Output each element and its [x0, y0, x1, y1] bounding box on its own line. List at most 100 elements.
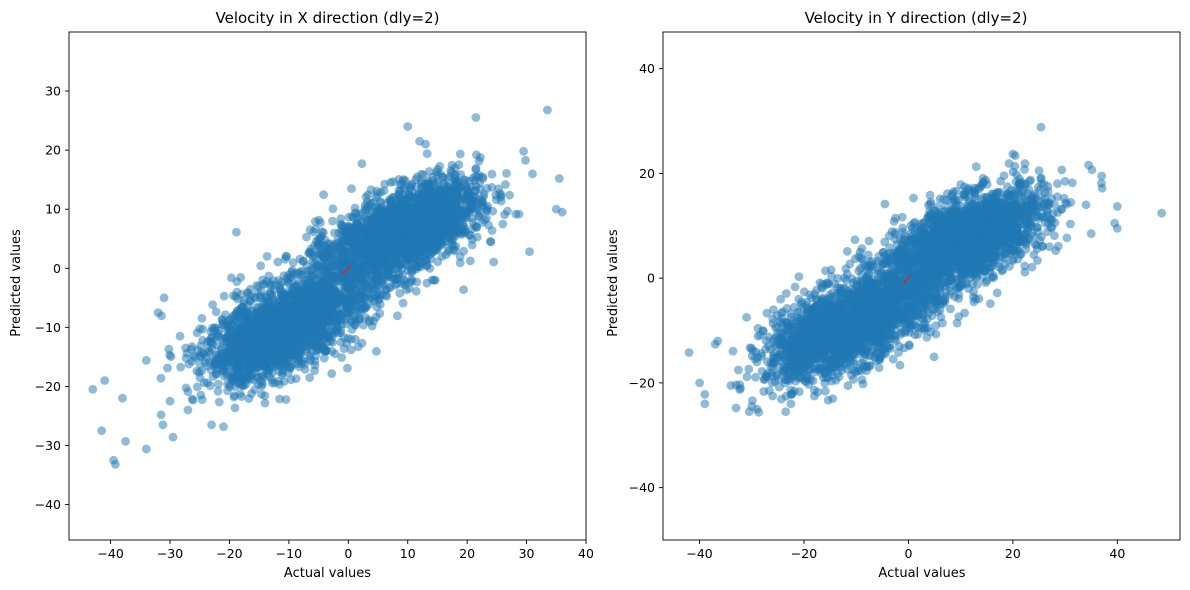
- scatter-point: [188, 395, 198, 405]
- y-tick-label: 30: [45, 84, 61, 99]
- scatter-point: [265, 325, 275, 335]
- scatter-point: [380, 179, 389, 189]
- scatter-point: [88, 385, 98, 394]
- scatter-point: [431, 224, 441, 233]
- scatter-point: [361, 313, 370, 322]
- scatter-point: [505, 190, 514, 200]
- scatter-point: [418, 243, 427, 253]
- scatter-point: [312, 249, 322, 259]
- scatter-point: [440, 199, 450, 209]
- scatter-point: [452, 215, 461, 225]
- scatter-point: [388, 259, 397, 269]
- scatter-point: [283, 353, 293, 363]
- scatter-point: [334, 238, 344, 247]
- scatter-point: [314, 215, 324, 225]
- y-tick-label: −20: [35, 379, 61, 394]
- scatter-point: [181, 383, 191, 393]
- scatter-point: [399, 175, 408, 184]
- scatter-point: [344, 304, 354, 314]
- scatter-point: [230, 382, 240, 391]
- scatter-point: [261, 279, 270, 289]
- scatter-point: [431, 233, 441, 243]
- scatter-point: [275, 394, 284, 404]
- scatter-point: [210, 323, 220, 333]
- scatter-point: [466, 203, 476, 213]
- y-tick-label: 0: [53, 261, 61, 276]
- scatter-point: [273, 257, 283, 267]
- scatter-point: [196, 390, 206, 400]
- scatter-point: [487, 169, 497, 179]
- scatter-point: [141, 444, 151, 454]
- scatter-point: [415, 190, 424, 200]
- scatter-point: [197, 313, 207, 323]
- scatter-point: [422, 149, 432, 159]
- scatter-point: [256, 261, 266, 271]
- x-tick-label: −20: [216, 546, 242, 561]
- scatter-point: [444, 228, 453, 238]
- scatter-point: [342, 230, 352, 240]
- scatter-point: [393, 311, 402, 321]
- subplot-velocity-x: Velocity in X direction (dly=2) Actual v…: [9, 9, 594, 581]
- scatter-point: [484, 220, 493, 230]
- scatter-point: [410, 220, 420, 230]
- scatter-point: [405, 193, 414, 203]
- scatter-point: [337, 353, 347, 362]
- scatter-point: [290, 305, 300, 314]
- scatter-point: [340, 252, 350, 262]
- scatter-point: [208, 372, 218, 381]
- scatter-point: [352, 263, 362, 273]
- scatter-point: [256, 287, 266, 296]
- scatter-point: [454, 225, 464, 235]
- scatter-point: [361, 205, 371, 215]
- scatter-point: [163, 363, 172, 373]
- scatter-point: [251, 363, 261, 373]
- scatter-point: [232, 227, 241, 237]
- y-axis-label: Predicted values: [9, 229, 24, 337]
- scatter-point: [324, 270, 333, 280]
- scatter-point: [357, 159, 367, 169]
- scatter-point: [274, 347, 284, 356]
- scatter-point: [208, 300, 218, 310]
- x-tick-label: −40: [97, 546, 123, 561]
- scatter-point: [290, 328, 300, 337]
- scatter-point: [521, 155, 530, 165]
- scatter-point: [279, 271, 289, 280]
- scatter-point: [168, 432, 178, 442]
- scatter-point: [377, 290, 387, 299]
- scatter-point: [280, 299, 290, 309]
- scatter-point: [240, 356, 250, 365]
- scatter-point: [197, 348, 206, 358]
- scatter-point: [260, 314, 269, 324]
- scatter-point: [159, 293, 169, 303]
- scatter-point: [412, 262, 421, 272]
- y-axis-label: Predicted values: [606, 229, 621, 337]
- scatter-point: [246, 284, 255, 294]
- scatter-point: [351, 209, 361, 219]
- scatter-point: [158, 420, 168, 430]
- scatter-point: [407, 181, 416, 190]
- scatter-point: [474, 156, 484, 166]
- scatter-point: [367, 321, 377, 331]
- scatter-point: [369, 213, 379, 223]
- scatter-point: [230, 360, 240, 369]
- x-tick-label: 40: [578, 546, 594, 561]
- scatter-point: [320, 290, 330, 300]
- x-tick-label: −10: [276, 546, 302, 561]
- scatter-point: [365, 270, 375, 280]
- scatter-point: [230, 391, 239, 400]
- scatter-point: [450, 163, 460, 173]
- scatter-point: [207, 420, 217, 430]
- scatter-point: [304, 307, 313, 317]
- scatter-point: [407, 276, 417, 286]
- scatter-point: [361, 282, 370, 291]
- scatter-point: [219, 291, 229, 301]
- scatter-point: [250, 349, 260, 358]
- scatter-point: [417, 169, 426, 179]
- scatter-point: [245, 371, 254, 381]
- scatter-point: [312, 305, 321, 315]
- scatter-point: [395, 258, 405, 268]
- scatter-point: [320, 326, 329, 335]
- scatter-point: [214, 397, 224, 407]
